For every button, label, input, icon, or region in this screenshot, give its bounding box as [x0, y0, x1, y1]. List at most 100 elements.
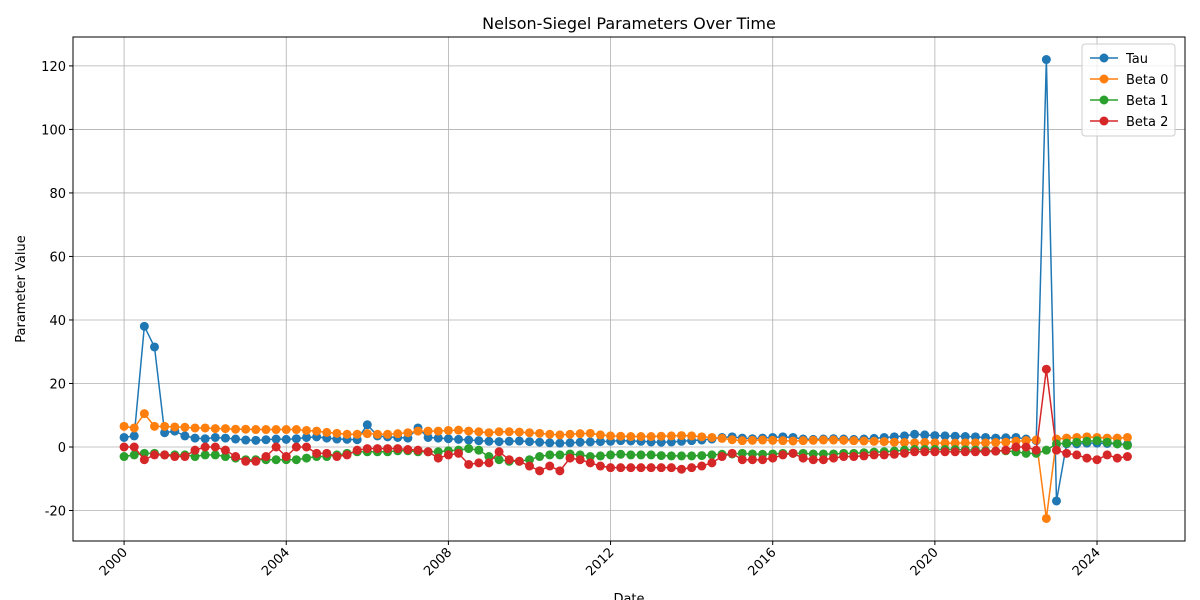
data-point: [1122, 432, 1132, 442]
data-point: [575, 455, 585, 465]
data-point: [514, 427, 524, 437]
data-point: [1072, 450, 1082, 460]
data-point: [981, 438, 991, 448]
y-tick-label: 0: [58, 441, 66, 456]
data-point: [646, 463, 656, 473]
data-point: [464, 459, 474, 469]
data-point: [1051, 439, 1061, 449]
data-point: [454, 425, 464, 435]
data-point: [1051, 496, 1061, 506]
data-point: [180, 452, 190, 462]
data-point: [960, 438, 970, 448]
series-line: [124, 369, 1128, 472]
data-point: [1092, 455, 1102, 465]
data-point: [1021, 436, 1031, 446]
data-point: [524, 461, 534, 471]
data-point: [727, 435, 737, 445]
data-point: [149, 342, 159, 352]
data-point: [535, 437, 545, 447]
data-point: [889, 449, 899, 459]
data-point: [970, 447, 980, 457]
data-point: [555, 430, 565, 440]
series-line: [123, 59, 1128, 502]
y-tick-label: 40: [49, 314, 66, 329]
data-point: [920, 430, 930, 440]
data-point: [839, 435, 849, 445]
data-point: [149, 450, 159, 460]
data-point: [778, 450, 788, 460]
data-point: [312, 426, 322, 436]
data-point: [139, 321, 149, 331]
data-point: [129, 450, 139, 460]
data-point: [727, 448, 737, 458]
data-point: [687, 431, 697, 441]
data-point: [859, 451, 869, 461]
data-point: [494, 427, 504, 437]
data-point: [636, 432, 646, 442]
data-point: [160, 421, 170, 431]
data-point: [1021, 448, 1031, 458]
data-point: [271, 455, 281, 465]
data-point: [535, 452, 545, 462]
data-point: [322, 427, 332, 437]
data-point: [494, 447, 504, 457]
data-point: [281, 434, 291, 444]
data-point: [119, 432, 129, 442]
data-point: [514, 436, 524, 446]
data-point: [170, 422, 180, 432]
data-point: [210, 442, 220, 452]
data-point: [899, 431, 909, 441]
data-point: [220, 433, 230, 443]
data-point: [676, 451, 686, 461]
data-point: [464, 444, 474, 454]
data-point: [1041, 55, 1051, 65]
data-point: [595, 461, 605, 471]
data-point: [818, 435, 828, 445]
data-point: [139, 455, 149, 465]
data-point: [413, 445, 423, 455]
data-point: [129, 423, 139, 433]
data-point: [798, 453, 808, 463]
data-point: [636, 450, 646, 460]
data-point: [636, 463, 646, 473]
data-point: [747, 455, 757, 465]
data-point: [423, 432, 433, 442]
data-point: [393, 429, 403, 439]
data-point: [474, 436, 484, 446]
data-point: [271, 442, 281, 452]
data-point: [180, 431, 190, 441]
data-point: [484, 458, 494, 468]
data-point: [575, 429, 585, 439]
data-point: [1021, 442, 1031, 452]
data-point: [666, 451, 676, 461]
data-point: [981, 447, 991, 457]
data-point: [960, 447, 970, 457]
data-point: [940, 438, 950, 448]
data-point: [231, 424, 241, 434]
data-point: [1001, 445, 1011, 455]
data-point: [656, 451, 666, 461]
data-point: [758, 435, 768, 445]
data-point: [656, 431, 666, 441]
legend-label: Beta 1: [1126, 94, 1168, 109]
data-point: [829, 453, 839, 463]
data-point: [241, 456, 251, 466]
y-tick-label: 100: [41, 123, 66, 138]
data-point: [910, 429, 920, 439]
data-point: [707, 450, 717, 460]
data-point: [676, 431, 686, 441]
data-point: [352, 445, 362, 455]
data-point: [261, 435, 271, 445]
data-point: [595, 451, 605, 461]
data-point: [839, 452, 849, 462]
data-point: [1092, 436, 1102, 446]
data-point: [291, 434, 301, 444]
data-point: [768, 453, 778, 463]
data-point: [1122, 452, 1132, 462]
data-point: [139, 409, 149, 419]
data-point: [383, 429, 393, 439]
data-point: [119, 452, 129, 462]
data-point: [717, 452, 727, 462]
data-point: [910, 438, 920, 448]
